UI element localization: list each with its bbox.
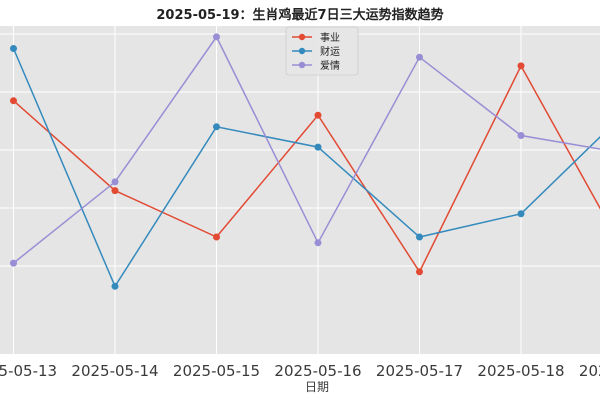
data-point bbox=[213, 233, 220, 241]
data-point bbox=[213, 123, 220, 131]
series-layer bbox=[10, 33, 600, 290]
x-tick-label: 2025-05-14 bbox=[71, 362, 158, 380]
x-tick-label: 2025-05-19 bbox=[579, 362, 600, 380]
x-tick-label: 2025-05-18 bbox=[477, 362, 564, 380]
data-point bbox=[314, 239, 322, 247]
data-point bbox=[517, 62, 525, 70]
data-point bbox=[314, 111, 322, 119]
data-point bbox=[10, 45, 17, 52]
data-point bbox=[111, 282, 119, 290]
x-tick-label: 2025-05-15 bbox=[173, 362, 260, 380]
legend-label: 爱情 bbox=[320, 59, 340, 72]
legend-label: 事业 bbox=[320, 31, 340, 44]
data-point bbox=[213, 33, 220, 41]
data-point bbox=[517, 210, 525, 218]
data-point bbox=[517, 132, 525, 139]
data-point bbox=[416, 53, 423, 61]
x-tick-label: 2025-05-16 bbox=[274, 362, 361, 380]
data-point bbox=[10, 97, 17, 105]
data-point bbox=[416, 268, 423, 276]
data-point bbox=[10, 259, 17, 267]
x-axis-label: 日期 bbox=[305, 380, 329, 394]
plot-background bbox=[0, 26, 600, 354]
data-point bbox=[111, 178, 119, 186]
legend-marker bbox=[298, 61, 306, 69]
chart-title: 2025-05-19：生肖鸡最近7日三大运势指数趋势 bbox=[156, 7, 443, 23]
x-tick-label: 2025-05-17 bbox=[376, 362, 463, 380]
data-point bbox=[416, 233, 423, 241]
data-point bbox=[314, 143, 322, 151]
legend-marker bbox=[298, 33, 306, 41]
data-point bbox=[111, 187, 119, 195]
legend-label: 财运 bbox=[320, 45, 340, 58]
x-tick-labels: 2025-05-122025-05-132025-05-142025-05-15… bbox=[0, 362, 600, 380]
x-tick-label: 2025-05-13 bbox=[0, 362, 57, 380]
legend-marker bbox=[298, 47, 306, 55]
